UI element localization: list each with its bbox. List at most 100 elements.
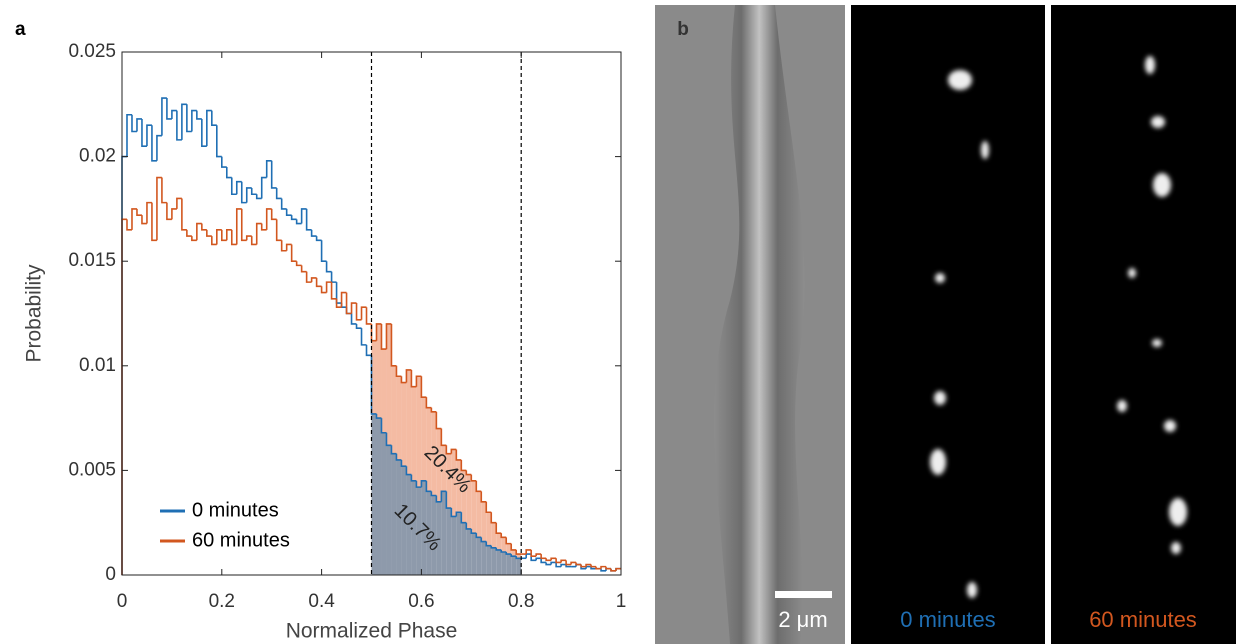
histogram-step bbox=[485, 501, 492, 514]
shade-0 bbox=[486, 545, 492, 575]
histogram-step bbox=[260, 223, 267, 231]
histogram-step bbox=[196, 110, 202, 120]
shade-60 bbox=[436, 428, 442, 502]
histogram-step bbox=[335, 298, 342, 309]
puncta bbox=[930, 56, 1187, 598]
histogram-step bbox=[590, 564, 597, 568]
histogram-step bbox=[415, 480, 422, 488]
histogram-step bbox=[305, 271, 312, 283]
x-tick-label: 0.8 bbox=[508, 591, 534, 612]
histogram-step bbox=[270, 208, 277, 221]
histogram-step bbox=[240, 181, 247, 204]
histogram-step bbox=[350, 302, 357, 314]
histogram-step bbox=[605, 566, 612, 570]
histogram-step bbox=[405, 369, 412, 383]
histogram-step bbox=[480, 491, 487, 503]
histogram-step bbox=[166, 202, 172, 221]
scale-bar-label: 2 μm bbox=[778, 607, 827, 632]
histogram-step bbox=[525, 549, 532, 555]
shade-0 bbox=[406, 474, 412, 575]
shade-60 bbox=[496, 533, 502, 550]
histogram-step bbox=[360, 328, 367, 346]
shade-0 bbox=[416, 487, 422, 575]
histogram-step bbox=[530, 549, 537, 557]
shade-60 bbox=[396, 376, 402, 460]
histogram-step bbox=[250, 187, 257, 196]
histogram-step bbox=[290, 244, 297, 262]
shade-60 bbox=[471, 480, 477, 534]
histogram-step bbox=[126, 113, 132, 157]
shade-0 bbox=[471, 533, 477, 575]
histogram-step bbox=[206, 229, 212, 237]
histogram-step bbox=[460, 459, 467, 472]
histogram-step bbox=[300, 208, 307, 224]
shade-60 bbox=[451, 449, 457, 517]
histogram-step bbox=[355, 303, 362, 321]
histogram-step bbox=[265, 208, 272, 230]
shade-60 bbox=[506, 543, 512, 555]
histogram-step bbox=[425, 480, 432, 493]
shade-0 bbox=[511, 556, 517, 575]
histogram-step bbox=[565, 560, 572, 566]
x-tick-label: 0 bbox=[117, 591, 128, 612]
shade-60 bbox=[516, 554, 522, 559]
x-axis-label: Normalized Phase bbox=[286, 620, 458, 643]
histogram-step bbox=[211, 236, 217, 246]
histogram-step bbox=[151, 202, 157, 242]
histogram-step bbox=[510, 554, 517, 557]
histogram-step bbox=[146, 201, 152, 224]
shade-0 bbox=[466, 528, 472, 575]
histogram-step bbox=[131, 114, 137, 133]
histogram-step bbox=[201, 223, 207, 231]
histogram-step bbox=[580, 564, 587, 568]
histogram-step bbox=[221, 229, 227, 242]
histogram-step bbox=[355, 323, 362, 329]
axes-box bbox=[121, 51, 622, 576]
histogram-step bbox=[435, 495, 442, 503]
histogram-step bbox=[555, 558, 562, 564]
histogram-step bbox=[440, 428, 447, 447]
shade-60 bbox=[391, 365, 397, 454]
histogram-step bbox=[221, 156, 227, 168]
histogram-step bbox=[515, 556, 522, 560]
histogram-step bbox=[320, 286, 327, 294]
cell-body bbox=[714, 5, 805, 644]
x-tick-label: 1 bbox=[616, 591, 627, 612]
shade-60 bbox=[511, 549, 517, 557]
histogram-step bbox=[380, 323, 387, 350]
histogram-step bbox=[500, 549, 507, 553]
histogram-step bbox=[570, 561, 577, 565]
histogram-step bbox=[126, 219, 132, 231]
shade-0 bbox=[506, 554, 512, 575]
histogram-step bbox=[375, 413, 382, 419]
histogram-step bbox=[181, 103, 187, 140]
histogram-step bbox=[315, 277, 322, 288]
histogram-step bbox=[540, 554, 547, 560]
histogram-step bbox=[545, 558, 552, 562]
shade-0 bbox=[401, 466, 407, 575]
shade-0 bbox=[446, 508, 452, 575]
histogram-step bbox=[156, 134, 162, 161]
shade-60 bbox=[501, 537, 507, 552]
shade-60 bbox=[381, 349, 387, 433]
histogram-step bbox=[450, 508, 457, 518]
y-tick-label: 0.015 bbox=[68, 250, 116, 271]
shade-0 bbox=[381, 432, 387, 575]
histogram-step bbox=[255, 222, 262, 245]
histogram-step bbox=[216, 125, 222, 158]
histogram-step bbox=[465, 470, 472, 476]
shade-60 bbox=[421, 397, 427, 481]
shade-60 bbox=[371, 340, 377, 414]
histogram-step bbox=[191, 236, 197, 242]
shade-0 bbox=[386, 445, 392, 575]
histogram-step bbox=[330, 271, 337, 283]
histogram-step bbox=[365, 344, 372, 357]
histogram-step bbox=[600, 565, 607, 569]
histogram-step bbox=[216, 229, 222, 245]
histogram-step bbox=[136, 118, 142, 132]
histogram-step bbox=[245, 235, 252, 241]
histogram-step bbox=[425, 397, 432, 409]
histogram-step bbox=[310, 277, 317, 283]
histogram-step bbox=[435, 411, 442, 430]
fluorescence-image-0 bbox=[851, 5, 1045, 644]
